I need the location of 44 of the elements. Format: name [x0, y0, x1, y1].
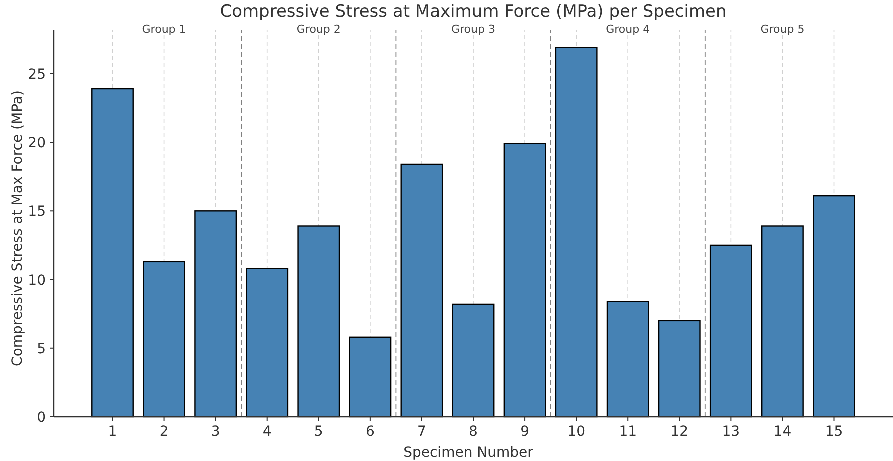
bar	[194, 210, 238, 418]
bar	[813, 195, 856, 418]
bar	[452, 304, 495, 418]
bar	[92, 88, 134, 418]
x-tick-label: 12	[670, 424, 689, 440]
y-tick-label: 15	[28, 204, 46, 220]
annotation: Group 1	[142, 23, 186, 36]
x-tick-label: 2	[160, 424, 169, 440]
bar	[658, 320, 701, 418]
bar	[762, 226, 804, 418]
x-tick-label: 7	[418, 424, 426, 440]
bar	[298, 226, 340, 418]
bar	[246, 268, 289, 418]
y-tick-label: 20	[28, 136, 46, 152]
x-tick-label: 9	[520, 424, 530, 440]
bar	[400, 164, 444, 418]
x-tick-label: 6	[366, 424, 375, 440]
x-tick-label: 13	[722, 424, 740, 440]
bar	[349, 336, 392, 418]
bar	[504, 143, 546, 418]
x-tick-label: 4	[262, 424, 272, 440]
bar	[606, 301, 650, 418]
y-tick-label: 0	[37, 410, 46, 426]
x-tick-label: 14	[774, 424, 792, 440]
x-tick-label: 15	[825, 424, 844, 440]
x-tick-label: 3	[211, 424, 220, 440]
y-axis-title: Compressive Stress at Max Force (MPa)	[10, 90, 26, 366]
x-tick-label: 11	[619, 424, 638, 440]
annotation: Group 3	[452, 23, 496, 36]
chart-title: Compressive Stress at Maximum Force (MPa) per Specimen	[220, 2, 727, 22]
x-tick-label: 10	[568, 424, 586, 440]
bar	[555, 47, 598, 418]
x-tick-label: 8	[469, 424, 478, 440]
y-tick-label: 25	[28, 66, 46, 83]
annotation: Group 4	[606, 23, 650, 36]
y-tick-label: 10	[28, 272, 46, 289]
bar	[143, 261, 186, 418]
bar	[710, 244, 752, 418]
annotation: Group 2	[296, 23, 341, 36]
x-tick-label: 5	[314, 424, 324, 440]
x-tick-label: 1	[108, 424, 118, 440]
x-axis-title: Specimen Number	[404, 445, 534, 461]
y-tick-label: 5	[37, 341, 46, 358]
annotation: Group 5	[760, 23, 805, 36]
